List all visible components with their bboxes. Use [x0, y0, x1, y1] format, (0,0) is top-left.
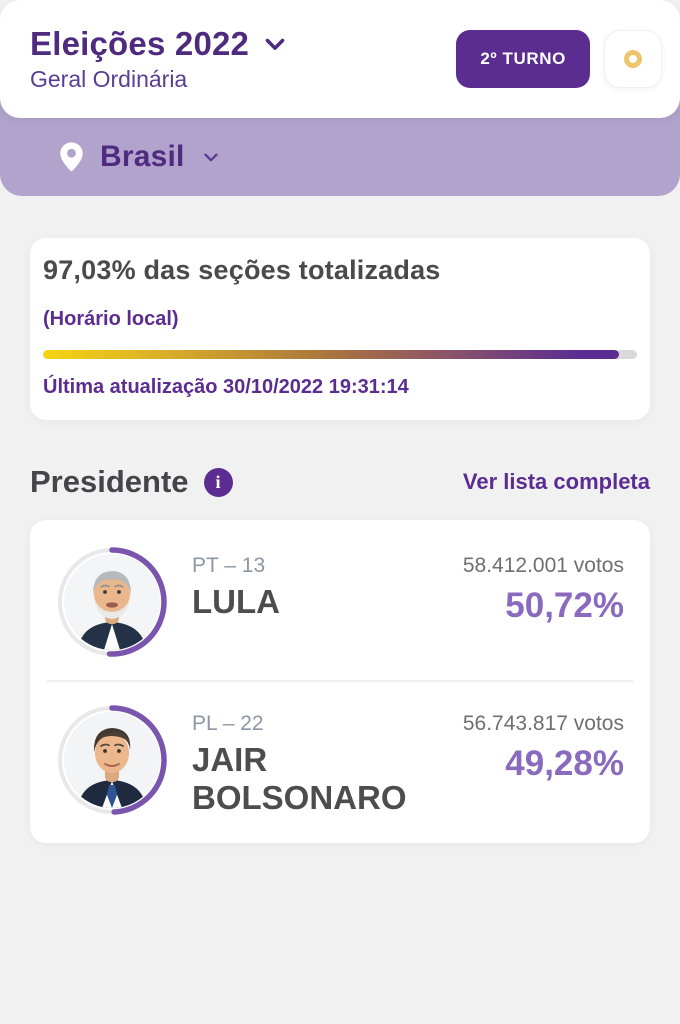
loading-indicator-button[interactable]	[604, 30, 662, 88]
info-icon: i	[215, 472, 221, 492]
party-number-label: PL – 22	[192, 712, 264, 735]
round-badge-button[interactable]: 2º TURNO	[456, 30, 590, 88]
section-head: Presidente i Ver lista completa	[30, 464, 650, 500]
info-button[interactable]: i	[203, 467, 233, 497]
row-divider	[47, 680, 633, 682]
votes-percent: 50,72%	[505, 586, 624, 625]
totalization-progress-bar	[43, 350, 637, 359]
section-title-wrap: Presidente i	[30, 464, 233, 500]
candidate-row-lula[interactable]: PT – 13 LULA 58.412.001 votos 50,72%	[30, 524, 650, 680]
votes-count: 56.743.817 votos	[462, 712, 624, 735]
candidate-avatar-bolsonaro	[56, 704, 168, 816]
location-selector[interactable]: Brasil	[0, 118, 680, 196]
timezone-note: (Horário local)	[43, 308, 179, 330]
top-stack: Brasil Eleições 2022 Geral Ordinária 2º …	[0, 0, 680, 196]
percent-ring	[57, 705, 167, 815]
candidate-info: PT – 13 LULA	[192, 546, 463, 621]
percent-ring	[57, 547, 167, 657]
totalization-progress-fill	[43, 350, 620, 359]
location-label: Brasil	[100, 140, 185, 173]
header-right: 2º TURNO	[456, 30, 662, 88]
votes-count: 58.412.001 votos	[462, 554, 624, 577]
location-pin-icon	[60, 142, 83, 172]
candidate-photo	[64, 554, 160, 650]
candidate-result: 56.743.817 votos 49,28%	[463, 704, 624, 784]
app-header: Eleições 2022 Geral Ordinária 2º TURNO	[0, 0, 680, 118]
section-title: Presidente	[30, 464, 189, 499]
candidate-info: PL – 22 JAIR BOLSONARO	[192, 704, 463, 817]
lula-portrait-illustration	[64, 554, 160, 650]
candidate-name: LULA	[192, 583, 280, 620]
candidate-name: JAIR BOLSONARO	[192, 741, 407, 816]
candidate-photo	[64, 712, 160, 808]
candidates-card: PT – 13 LULA 58.412.001 votos 50,72%	[30, 520, 650, 843]
candidate-avatar-lula	[56, 546, 168, 658]
party-number-label: PT – 13	[192, 554, 266, 577]
candidate-row-bolsonaro[interactable]: PL – 22 JAIR BOLSONARO 56.743.817 votos …	[30, 682, 650, 839]
header-left: Eleições 2022 Geral Ordinária	[30, 25, 289, 93]
loading-ring-icon	[624, 50, 642, 68]
view-full-list-link[interactable]: Ver lista completa	[462, 469, 650, 494]
candidate-result: 58.412.001 votos 50,72%	[463, 546, 624, 626]
election-subtitle: Geral Ordinária	[30, 66, 188, 92]
totalization-card: 97,03% das seções totalizadas (Horário l…	[30, 238, 650, 420]
last-update-text: Última atualização 30/10/2022 19:31:14	[43, 376, 409, 398]
title-chevron-down-icon	[265, 38, 285, 50]
votes-percent: 49,28%	[505, 744, 624, 783]
totalization-title: 97,03% das seções totalizadas	[43, 255, 441, 285]
location-chevron-down-icon	[203, 153, 218, 162]
page-title: Eleições 2022	[30, 25, 250, 62]
bolsonaro-portrait-illustration	[64, 712, 160, 808]
election-selector[interactable]: Eleições 2022	[30, 25, 289, 63]
